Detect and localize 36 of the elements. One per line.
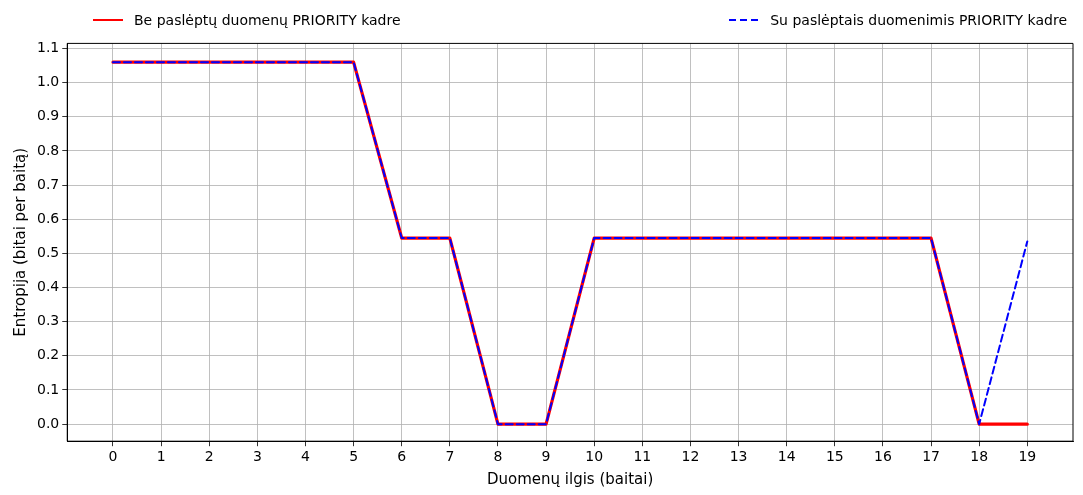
y-tick-label: 0.4	[37, 278, 60, 295]
x-tick-label: 14	[777, 448, 796, 465]
x-tick-label: 5	[349, 448, 359, 465]
x-tick-label: 13	[729, 448, 748, 465]
x-tick-label: 11	[633, 448, 652, 465]
x-axis-title: Duomenų ilgis (baitai)	[486, 469, 654, 488]
y-tick-label: 0.2	[37, 346, 60, 363]
y-tick-label: 0.9	[37, 107, 60, 124]
x-tick-label: 18	[970, 448, 989, 465]
y-tick-label: 0.8	[37, 141, 60, 158]
x-tick-label: 10	[585, 448, 604, 465]
x-tick-label: 3	[252, 448, 262, 465]
y-tick-label: 0.1	[37, 380, 60, 397]
x-tick-label: 15	[825, 448, 844, 465]
y-tick-label: 1.1	[37, 39, 60, 56]
y-tick-label: 0.5	[37, 244, 60, 261]
x-tick-label: 19	[1018, 448, 1037, 465]
y-tick-label: 0.3	[37, 312, 60, 329]
x-tick-label: 6	[397, 448, 407, 465]
legend-label: Be paslėptų duomenų PRIORITY kadre	[134, 12, 401, 28]
y-tick-label: 0.0	[37, 414, 60, 431]
y-tick-label: 1.0	[37, 73, 60, 90]
x-tick-label: 8	[493, 448, 503, 465]
legend-label: Su paslėptais duomenimis PRIORITY kadre	[770, 12, 1067, 28]
x-tick-label: 16	[874, 448, 892, 465]
y-axis-title: Entropija (bitai per baitą)	[10, 147, 29, 337]
x-tick-label: 1	[156, 448, 166, 465]
x-tick-label: 7	[445, 448, 455, 465]
x-tick-label: 0	[108, 448, 118, 465]
x-tick-label: 17	[922, 448, 940, 465]
x-tick-label: 4	[301, 448, 310, 465]
x-tick-label: 2	[204, 448, 214, 465]
y-tick-label: 0.6	[37, 209, 60, 226]
x-tick-label: 12	[681, 448, 700, 465]
x-tick-label: 9	[541, 448, 551, 465]
y-tick-label: 0.7	[37, 175, 60, 192]
